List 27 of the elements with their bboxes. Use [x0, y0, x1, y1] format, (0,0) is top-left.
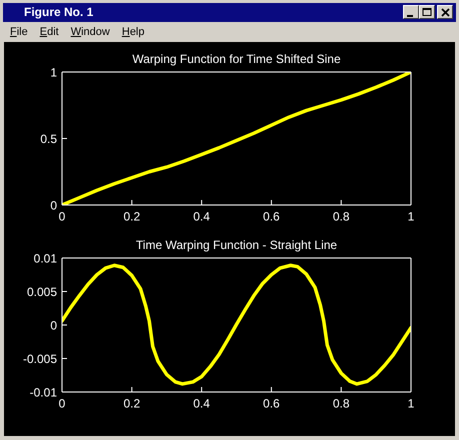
- x-tick-label: 0.4: [193, 396, 210, 411]
- x-tick-label: 0.2: [123, 210, 140, 224]
- y-tick-label: 0.005: [26, 284, 58, 299]
- y-tick-label: 0.5: [40, 132, 58, 146]
- text: Figure No. 1: [24, 5, 94, 19]
- line-series: [62, 72, 411, 205]
- chart-title: Time Warping Function - Straight Line: [134, 238, 338, 252]
- text: Help: [122, 26, 144, 38]
- y-tick-label: -0.01: [30, 385, 58, 400]
- text: Edit: [40, 26, 59, 38]
- text: File: [10, 26, 28, 38]
- y-tick-label: 0: [50, 198, 58, 212]
- y-tick-label: 0: [50, 318, 58, 332]
- chart-title: Warping Function for Time Shifted Sine: [131, 52, 342, 66]
- x-tick-label: 0.6: [263, 396, 280, 411]
- x-tick-label: 1: [408, 396, 415, 411]
- x-tick-label: 0.2: [123, 396, 140, 411]
- x-tick-label: 0.6: [263, 210, 280, 224]
- line-series: [62, 264, 411, 386]
- x-tick-label: 0.8: [332, 210, 350, 224]
- text: Window: [70, 26, 110, 38]
- x-tick-label: 1: [408, 210, 415, 224]
- y-tick-label: 1: [50, 65, 58, 80]
- x-tick-label: 0.4: [193, 210, 210, 224]
- y-tick-label: 0.01: [34, 251, 58, 266]
- y-tick-label: -0.005: [22, 352, 58, 366]
- x-tick-label: 0.8: [332, 396, 350, 411]
